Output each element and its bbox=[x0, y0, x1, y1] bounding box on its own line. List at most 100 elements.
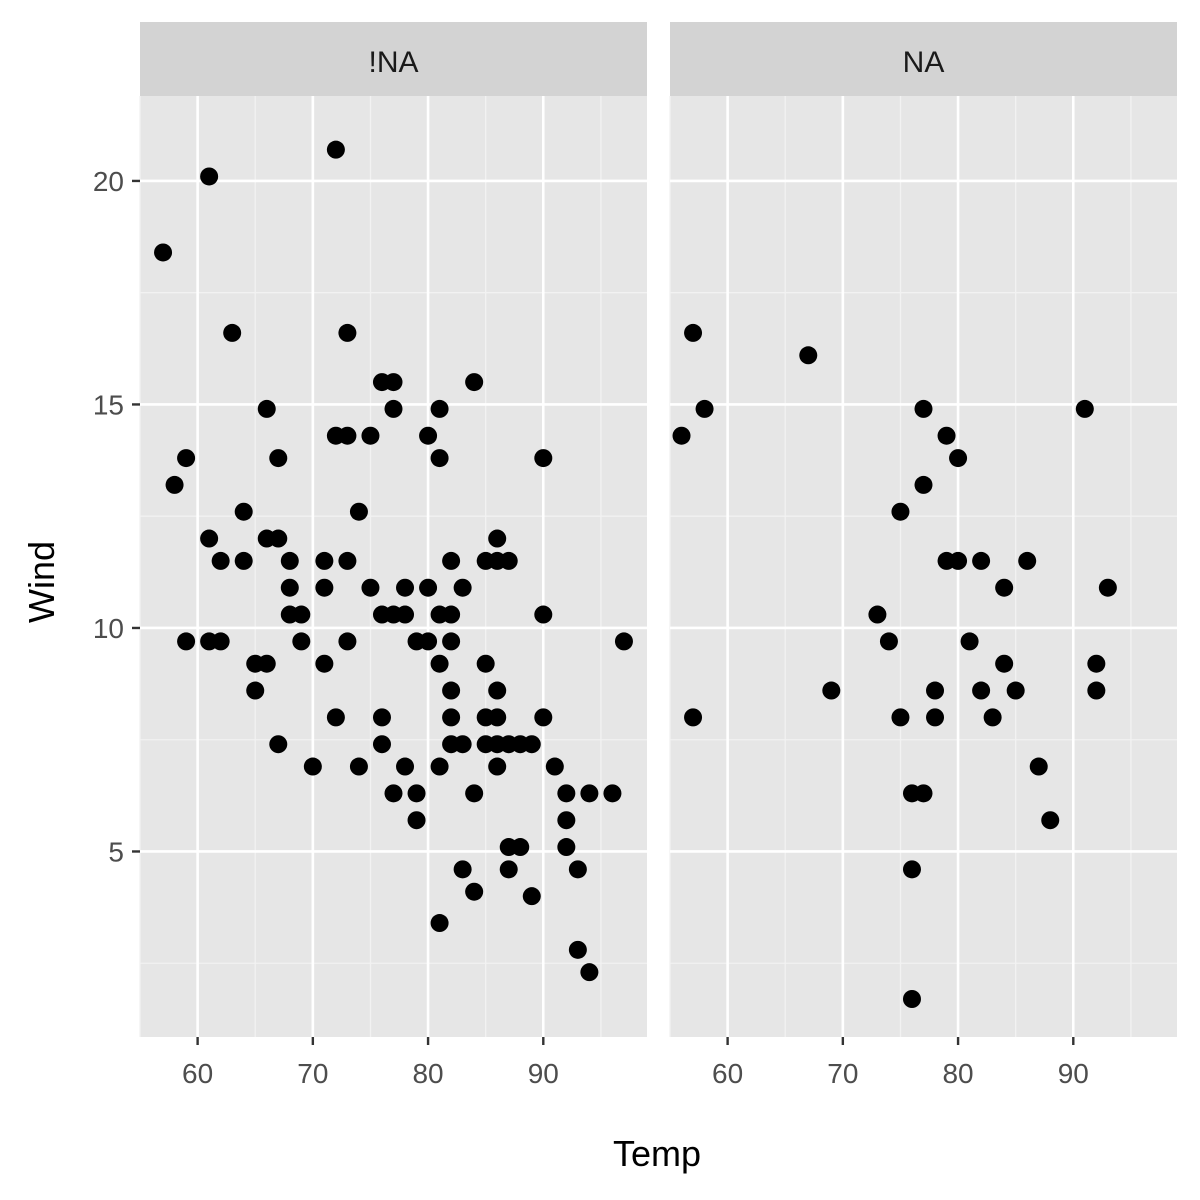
data-point bbox=[177, 449, 196, 468]
data-point bbox=[914, 399, 933, 418]
panel-background-na bbox=[670, 96, 1177, 1037]
data-point bbox=[465, 373, 484, 392]
data-point bbox=[926, 708, 945, 727]
data-point bbox=[280, 551, 299, 570]
data-point bbox=[154, 243, 173, 262]
data-point bbox=[442, 681, 461, 700]
data-point bbox=[879, 632, 898, 651]
data-point bbox=[326, 708, 345, 727]
data-point bbox=[396, 578, 415, 597]
data-point bbox=[223, 323, 242, 342]
data-point bbox=[568, 940, 587, 959]
data-point bbox=[349, 502, 368, 521]
data-point bbox=[983, 708, 1002, 727]
x-tick-label: 90 bbox=[1058, 1058, 1089, 1089]
data-point bbox=[499, 551, 518, 570]
x-tick-label: 80 bbox=[942, 1058, 973, 1089]
data-point bbox=[442, 605, 461, 624]
data-point bbox=[315, 578, 334, 597]
data-point bbox=[902, 990, 921, 1009]
data-point bbox=[891, 708, 910, 727]
data-point bbox=[257, 654, 276, 673]
data-point bbox=[407, 811, 426, 830]
data-point bbox=[315, 654, 334, 673]
data-point bbox=[257, 399, 276, 418]
x-tick-label: 80 bbox=[412, 1058, 443, 1089]
data-point bbox=[534, 708, 553, 727]
data-point bbox=[453, 735, 472, 754]
data-point bbox=[891, 502, 910, 521]
data-point bbox=[246, 681, 265, 700]
data-point bbox=[269, 449, 288, 468]
data-point bbox=[315, 551, 334, 570]
data-point bbox=[361, 426, 380, 445]
data-point bbox=[361, 578, 380, 597]
data-point bbox=[465, 882, 484, 901]
data-point bbox=[407, 784, 426, 803]
data-point bbox=[995, 578, 1014, 597]
data-point bbox=[1075, 399, 1094, 418]
data-point bbox=[511, 838, 530, 857]
panel-layer: !NA NA bbox=[139, 22, 1177, 1037]
data-point bbox=[1087, 654, 1106, 673]
data-point bbox=[972, 681, 991, 700]
data-point bbox=[430, 914, 449, 933]
data-point bbox=[384, 373, 403, 392]
data-point bbox=[1018, 551, 1037, 570]
x-tick-label: 70 bbox=[297, 1058, 328, 1089]
data-point bbox=[338, 426, 357, 445]
data-point bbox=[442, 632, 461, 651]
data-point bbox=[949, 551, 968, 570]
data-point bbox=[914, 784, 933, 803]
data-point bbox=[177, 632, 196, 651]
x-tick-label: 90 bbox=[528, 1058, 559, 1089]
data-point bbox=[534, 449, 553, 468]
data-point bbox=[211, 632, 230, 651]
data-point bbox=[1041, 811, 1060, 830]
data-point bbox=[488, 529, 507, 548]
data-point bbox=[868, 605, 887, 624]
data-point bbox=[419, 426, 438, 445]
data-point bbox=[200, 529, 219, 548]
data-point bbox=[384, 784, 403, 803]
data-point bbox=[1006, 681, 1025, 700]
facet-label-not-na: !NA bbox=[368, 46, 418, 79]
data-point bbox=[292, 605, 311, 624]
data-point bbox=[1098, 578, 1117, 597]
data-point bbox=[603, 784, 622, 803]
data-point bbox=[234, 502, 253, 521]
data-point bbox=[522, 735, 541, 754]
axis-layer: 60 70 80 90 5 10 15 20 60 70 80 90 bbox=[93, 166, 1089, 1089]
data-point bbox=[488, 708, 507, 727]
data-point bbox=[476, 654, 495, 673]
facet-strip-na bbox=[670, 22, 1177, 96]
y-tick-label: 20 bbox=[93, 166, 124, 197]
data-point bbox=[684, 323, 703, 342]
data-point bbox=[453, 860, 472, 879]
data-point bbox=[557, 784, 576, 803]
data-point bbox=[453, 578, 472, 597]
data-point bbox=[695, 399, 714, 418]
data-point bbox=[419, 578, 438, 597]
data-point bbox=[280, 578, 299, 597]
data-point bbox=[349, 757, 368, 776]
data-point bbox=[338, 323, 357, 342]
y-tick-label: 15 bbox=[93, 389, 124, 420]
data-point bbox=[937, 426, 956, 445]
data-point bbox=[234, 551, 253, 570]
data-point bbox=[995, 654, 1014, 673]
data-point bbox=[384, 399, 403, 418]
data-point bbox=[338, 551, 357, 570]
panel-na: NA bbox=[669, 22, 1177, 1037]
data-point bbox=[799, 346, 818, 365]
data-point bbox=[580, 963, 599, 982]
facet-strip-not-na bbox=[140, 22, 647, 96]
data-point bbox=[522, 887, 541, 906]
data-point bbox=[902, 860, 921, 879]
data-point bbox=[1029, 757, 1048, 776]
data-point bbox=[442, 551, 461, 570]
data-point bbox=[396, 605, 415, 624]
data-point bbox=[557, 838, 576, 857]
data-point bbox=[488, 681, 507, 700]
